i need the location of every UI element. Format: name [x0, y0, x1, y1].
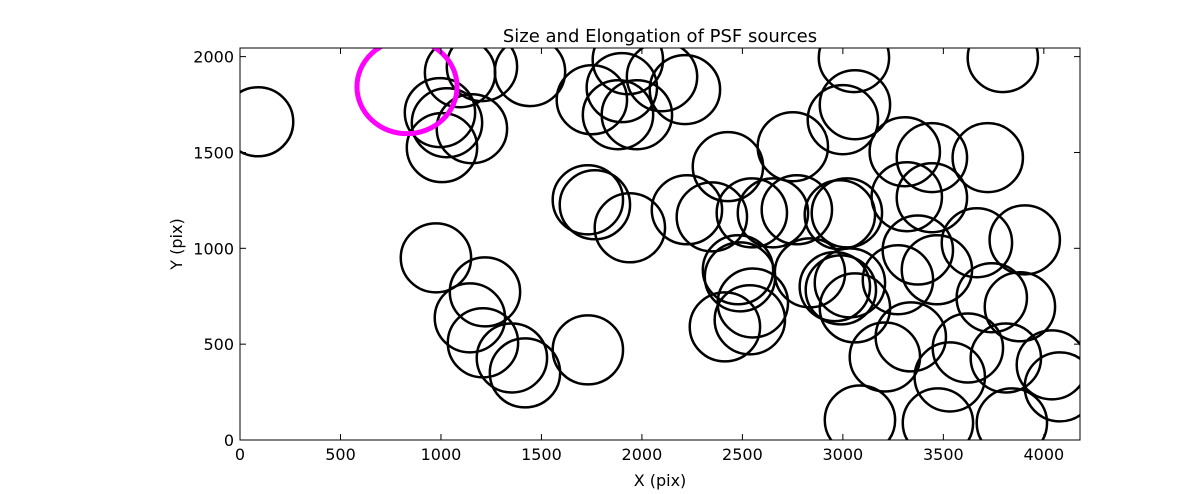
psf-source-ellipse-48 [848, 321, 922, 393]
y-tick-label: 1000 [193, 239, 234, 258]
psf-source-ellipse-66 [551, 314, 625, 386]
psf-source-ellipse-69 [593, 192, 667, 264]
psf-source-ellipse-59 [975, 387, 1049, 440]
psf-source-ellipse-2 [410, 87, 484, 159]
psf-source-ellipse-15 [817, 48, 891, 94]
psf-source-ellipse-56 [1023, 351, 1080, 423]
psf-source-ellipse-7 [493, 48, 567, 108]
psf-source-ellipse-34 [988, 204, 1062, 276]
psf-source-ellipse-53 [983, 271, 1057, 343]
psf-source-ellipse-49 [874, 301, 948, 373]
psf-source-ellipse-44 [798, 250, 872, 323]
x-tick-label: 4000 [1023, 445, 1064, 464]
psf-source-ellipse-32 [895, 161, 969, 234]
y-tick-label: 0 [224, 431, 234, 450]
psf-source-ellipse-26 [715, 177, 789, 249]
psf-source-ellipse-4 [435, 92, 509, 165]
psf-source-ellipse-58 [901, 387, 975, 440]
psf-source-ellipse-61 [448, 256, 522, 328]
psf-source-ellipse-22 [951, 121, 1025, 194]
psf-source-ellipse-20 [868, 115, 942, 188]
psf-source-ellipse-10 [581, 78, 655, 151]
x-tick-label: 2000 [622, 445, 663, 464]
y-tick-label: 500 [203, 335, 234, 354]
psf-source-ellipse-25 [675, 181, 749, 253]
psf-source-ellipse-27 [736, 177, 810, 249]
psf-source-ellipse-51 [931, 312, 1005, 384]
x-tick-label: 1500 [521, 445, 562, 464]
psf-source-ellipse-14 [625, 48, 699, 113]
psf-source-ellipse-17 [806, 83, 880, 156]
psf-source-ellipse-31 [870, 160, 944, 233]
psf-source-ellipse-28 [760, 174, 834, 246]
psf-source-ellipse-16 [818, 68, 892, 141]
psf-source-ellipse-12 [591, 48, 665, 96]
highlighted-source-ellipse [354, 48, 460, 137]
psf-source-ellipse-39 [703, 241, 777, 313]
x-tick-label: 3000 [823, 445, 864, 464]
psf-source-ellipse-45 [804, 254, 878, 326]
y-tick-label: 1500 [193, 143, 234, 162]
psf-source-ellipse-1 [403, 76, 477, 149]
psf-source-ellipse-35 [881, 214, 955, 286]
psf-source-ellipse-62 [433, 282, 507, 354]
psf-source-ellipse-36 [900, 234, 974, 306]
psf-source-ellipse-8 [555, 64, 629, 136]
x-tick-label: 500 [325, 445, 356, 464]
psf-source-ellipse-42 [688, 291, 762, 363]
psf-source-ellipse-38 [701, 234, 775, 306]
psf-source-ellipse-41 [713, 284, 787, 356]
x-tick-label: 0 [235, 445, 245, 464]
x-tick-label: 3500 [923, 445, 964, 464]
psf-source-ellipse-33 [940, 207, 1014, 279]
axis-ticks: 0 500 1000 1500 2000 2500 3000 3500 4000 0 500 1000… [193, 48, 1080, 464]
psf-source-ellipse-57 [823, 384, 897, 440]
plot-frame [239, 47, 1081, 441]
psf-source-ellipse-21 [895, 121, 969, 194]
psf-source-ellipse-37 [861, 243, 935, 316]
psf-source-ellipse-0 [240, 86, 295, 158]
y-axis-label: Y (pix) [167, 218, 186, 270]
y-tick-label: 2000 [193, 48, 234, 67]
psf-source-ellipse-13 [648, 53, 722, 126]
psf-source-ellipse-55 [1015, 329, 1080, 401]
psf-source-ellipse-52 [955, 262, 1029, 334]
x-axis-label: X (pix) [634, 471, 687, 490]
psf-source-ellipse-60 [399, 222, 473, 294]
psf-source-ellipse-54 [969, 322, 1043, 394]
psf-source-ellipse-23 [966, 48, 1040, 94]
x-tick-label: 2500 [722, 445, 763, 464]
psf-source-ellipse-24 [650, 174, 724, 246]
psf-source-ellipse-11 [600, 78, 674, 151]
psf-source-ellipse-64 [475, 322, 549, 394]
psf-source-ellipse-68 [558, 169, 632, 241]
psf-source-ellipse-46 [813, 247, 887, 319]
ellipse-layer [240, 48, 1080, 440]
chart-title: Size and Elongation of PSF sources [503, 26, 817, 47]
psf-source-ellipse-67 [551, 164, 625, 236]
psf-source-ellipse-3 [405, 111, 479, 184]
psf-source-ellipse-19 [756, 110, 830, 183]
psf-source-ellipse-6 [445, 48, 519, 103]
psf-source-ellipse-18 [691, 130, 765, 203]
x-tick-label: 1000 [421, 445, 462, 464]
